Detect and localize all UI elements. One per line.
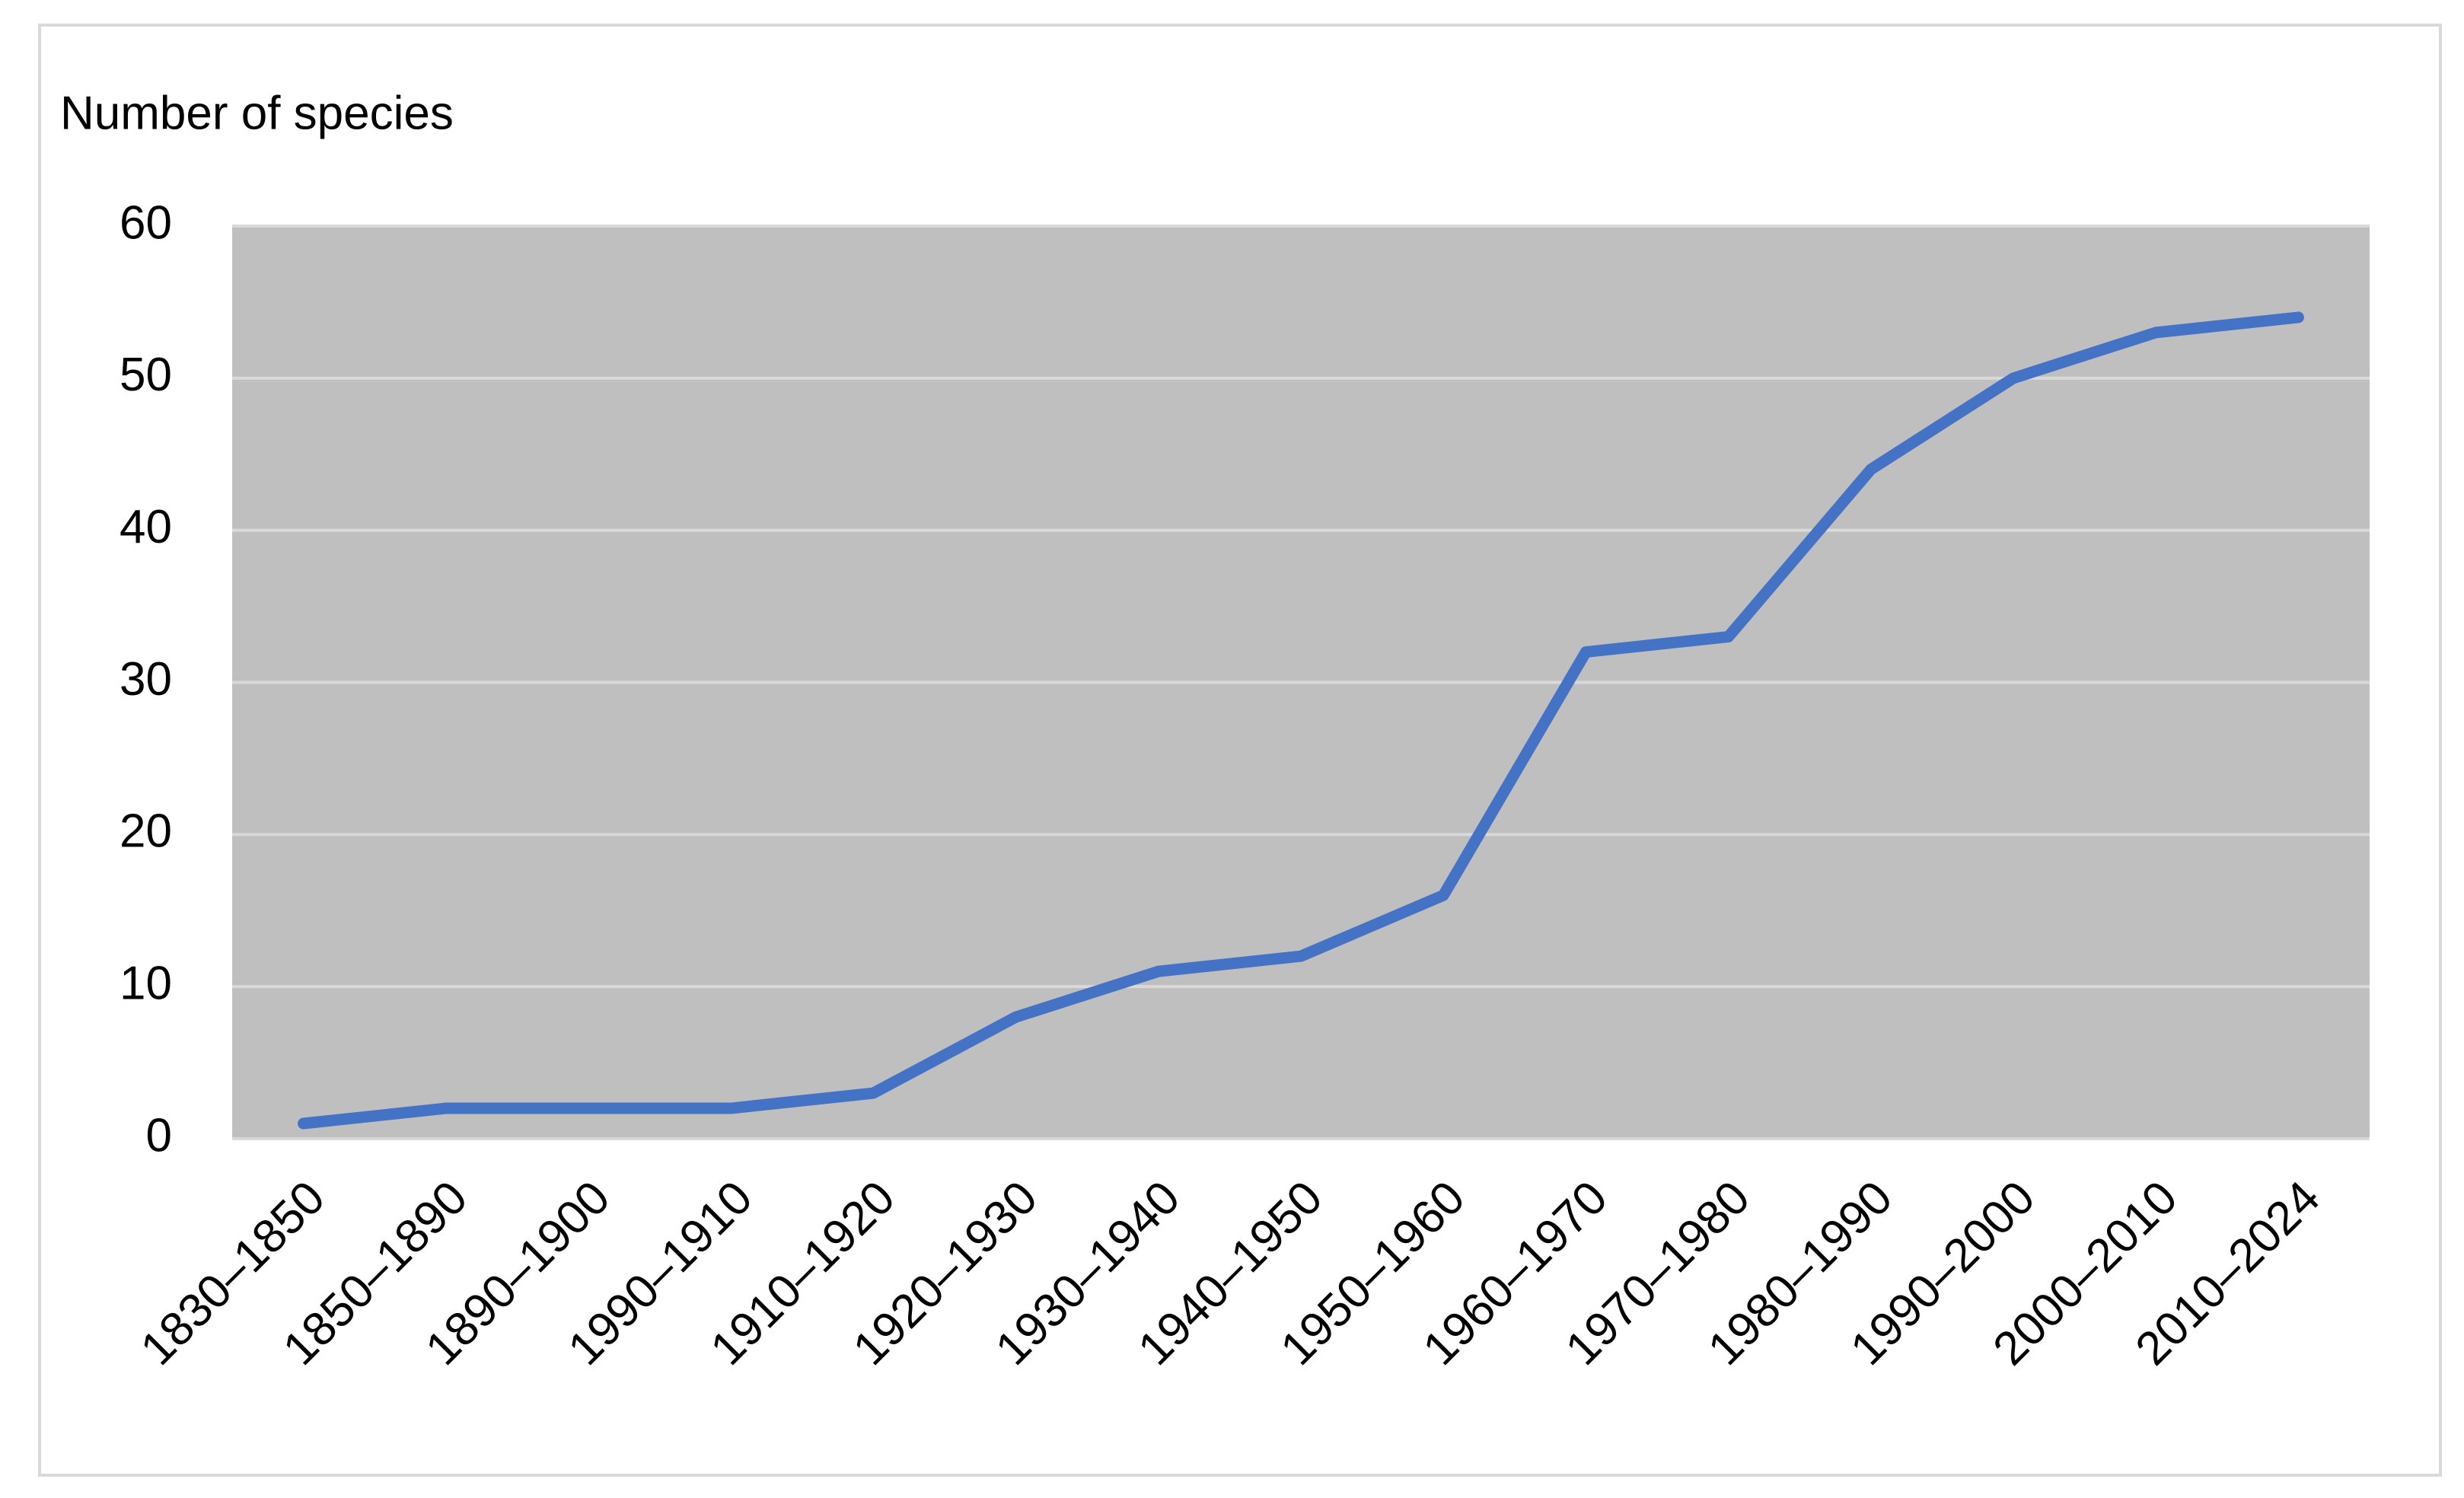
y-tick-label: 0 — [146, 1109, 172, 1162]
y-tick-label: 30 — [120, 653, 172, 706]
y-tick-label: 60 — [120, 196, 172, 249]
y-tick-label: 40 — [120, 501, 172, 553]
y-tick-label: 50 — [120, 349, 172, 401]
y-tick-label: 10 — [120, 958, 172, 1010]
y-tick-label: 20 — [120, 805, 172, 858]
data-line — [298, 311, 2304, 1130]
y-axis-title: Number of species — [60, 87, 454, 139]
